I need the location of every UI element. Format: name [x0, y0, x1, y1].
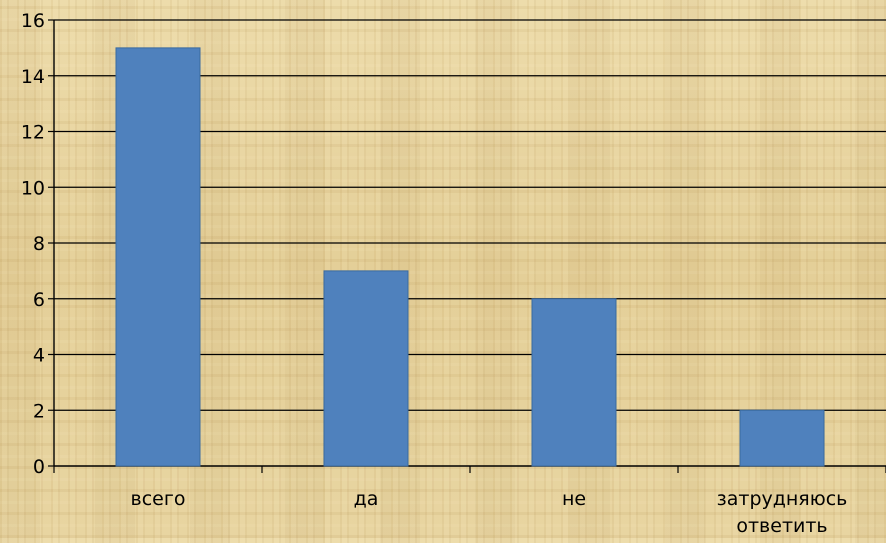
x-tick-label: всего	[131, 488, 186, 510]
y-tick-label: 16	[21, 10, 45, 32]
x-tick-label: ответить	[736, 515, 827, 537]
x-tick-label: да	[354, 488, 379, 510]
x-tick-labels: всего да не затрудняюсь ответить	[131, 488, 848, 537]
bar-1	[115, 47, 201, 467]
bar-2	[323, 270, 409, 467]
y-tick-label: 0	[33, 456, 45, 478]
bar-4	[739, 409, 825, 467]
bars	[115, 47, 825, 467]
bar-3	[531, 298, 617, 467]
y-tick-label: 14	[21, 66, 45, 88]
y-tick-label: 4	[33, 345, 45, 367]
y-tick-label: 12	[21, 122, 45, 144]
y-tick-labels: 0 2 4 6 8 10 12 14 16	[21, 10, 45, 478]
y-tick-label: 2	[33, 400, 45, 422]
y-tick-label: 8	[33, 233, 45, 255]
y-tick-label: 6	[33, 289, 45, 311]
y-tick-label: 10	[21, 177, 45, 199]
x-tick-label: не	[562, 488, 586, 510]
x-tick-label: затрудняюсь	[717, 488, 848, 510]
